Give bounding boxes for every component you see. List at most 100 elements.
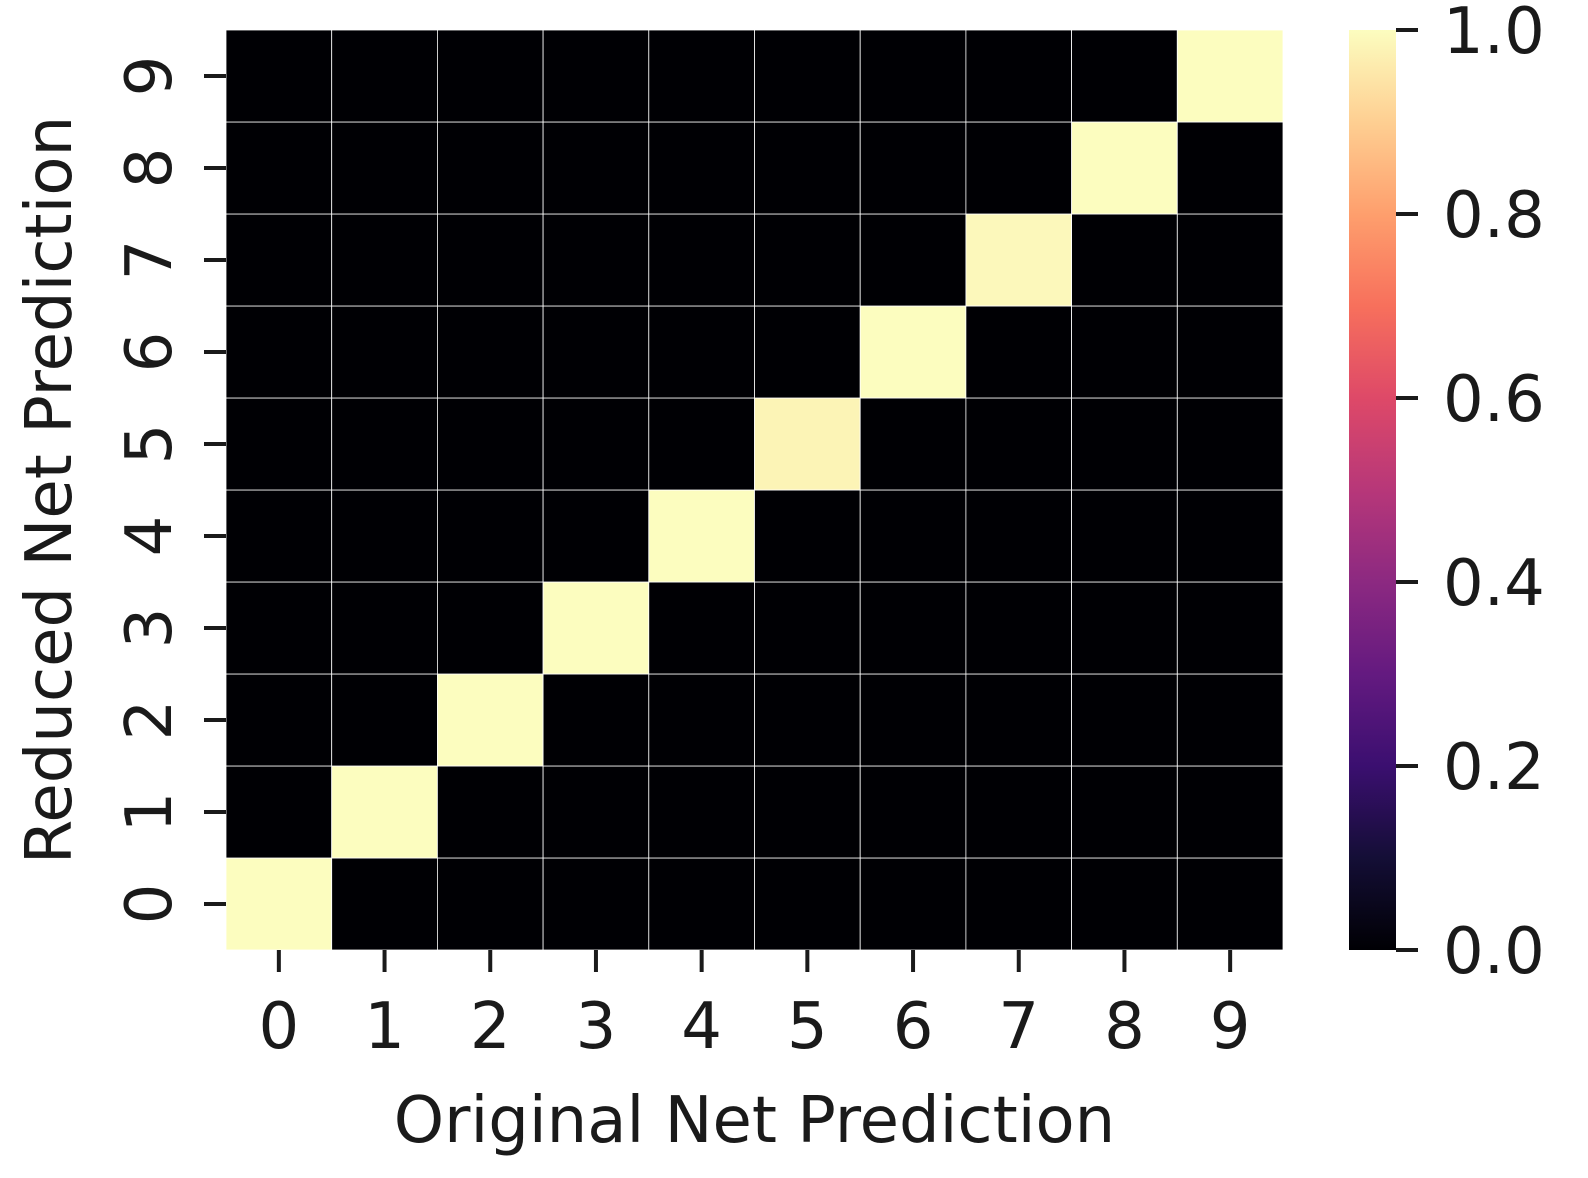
- heatmap-cell-2-3: [542, 673, 650, 767]
- y-tick-label-9: 9: [113, 56, 187, 97]
- y-tick-label-3: 3: [113, 608, 187, 649]
- heatmap-cell-4-0: [225, 489, 333, 583]
- y-tick-label-1: 1: [113, 792, 187, 833]
- heatmap-cell-8-6: [859, 121, 967, 215]
- heatmap-cell-9-2: [436, 29, 544, 123]
- heatmap-cell-9-7: [965, 29, 1073, 123]
- heatmap-cell-4-7: [965, 489, 1073, 583]
- colorbar-tick-label-5: 1.0: [1443, 0, 1545, 69]
- heatmap-cell-2-0: [225, 673, 333, 767]
- heatmap-cell-3-5: [754, 581, 861, 675]
- heatmap-cell-0-3: [542, 857, 650, 951]
- x-tick-label-5: 5: [787, 990, 828, 1064]
- heatmap-cell-9-0: [225, 29, 333, 123]
- heatmap-cell-6-7: [965, 305, 1073, 399]
- heatmap-cell-1-9: [1176, 765, 1284, 859]
- heatmap-cell-6-0: [225, 305, 333, 399]
- x-tick-label-9: 9: [1210, 990, 1251, 1064]
- heatmap-cell-3-0: [225, 581, 333, 675]
- colorbar-tick-label-2: 0.4: [1443, 547, 1545, 621]
- colorbar-tick-label-0: 0.0: [1443, 915, 1545, 989]
- heatmap-cell-7-8: [1071, 213, 1178, 307]
- heatmap-cell-0-8: [1071, 857, 1178, 951]
- heatmap-cell-6-6: [859, 305, 967, 399]
- heatmap-cell-8-8: [1071, 121, 1178, 215]
- heatmap-cell-1-3: [542, 765, 650, 859]
- heatmap-cell-5-4: [648, 397, 755, 491]
- y-axis-ticks: 0 1 2 3 4 5 6 7 8 9: [113, 56, 226, 924]
- heatmap-cell-9-4: [648, 29, 755, 123]
- heatmap-cell-4-6: [859, 489, 967, 583]
- heatmap-cell-5-0: [225, 397, 333, 491]
- heatmap-cell-1-8: [1071, 765, 1178, 859]
- x-tick-label-7: 7: [998, 990, 1039, 1064]
- heatmap-cell-2-2: [436, 673, 544, 767]
- heatmap-cell-6-2: [436, 305, 544, 399]
- heatmap-cell-7-0: [225, 213, 333, 307]
- heatmap-cell-2-6: [859, 673, 967, 767]
- heatmap-cell-0-4: [648, 857, 755, 951]
- colorbar-tick-label-3: 0.6: [1443, 363, 1545, 437]
- colorbar-tick-label-4: 0.8: [1443, 179, 1545, 253]
- heatmap-cell-9-1: [331, 29, 438, 123]
- heatmap-cell-4-3: [542, 489, 650, 583]
- heatmap-cell-0-7: [965, 857, 1073, 951]
- x-axis-label: Original Net Prediction: [394, 1084, 1115, 1158]
- heatmap-cell-4-2: [436, 489, 544, 583]
- heatmap-cell-3-4: [648, 581, 755, 675]
- heatmap-cell-0-2: [436, 857, 544, 951]
- heatmap-cell-9-9: [1176, 29, 1284, 123]
- heatmap-cell-7-3: [542, 213, 650, 307]
- heatmap-cell-8-3: [542, 121, 650, 215]
- y-tick-label-4: 4: [113, 516, 187, 557]
- heatmap-cell-3-3: [542, 581, 650, 675]
- heatmap-cell-5-1: [331, 397, 438, 491]
- heatmap-cell-8-7: [965, 121, 1073, 215]
- x-tick-label-6: 6: [893, 990, 934, 1064]
- heatmap-cell-1-4: [648, 765, 755, 859]
- heatmap-cell-1-2: [436, 765, 544, 859]
- heatmap-cell-7-4: [648, 213, 755, 307]
- heatmap-cell-5-2: [436, 397, 544, 491]
- heatmap-cell-8-4: [648, 121, 755, 215]
- heatmap-cell-8-9: [1176, 121, 1284, 215]
- heatmap-cell-2-5: [754, 673, 861, 767]
- x-tick-label-4: 4: [681, 990, 722, 1064]
- heatmap-cell-9-3: [542, 29, 650, 123]
- heatmap-cell-8-2: [436, 121, 544, 215]
- y-tick-label-5: 5: [113, 424, 187, 465]
- heatmap-cell-7-7: [965, 213, 1073, 307]
- heatmap-cell-7-1: [331, 213, 438, 307]
- heatmap-cell-5-6: [859, 397, 967, 491]
- heatmap-cell-3-8: [1071, 581, 1178, 675]
- heatmap-cell-9-5: [754, 29, 861, 123]
- heatmap-cell-8-1: [331, 121, 438, 215]
- heatmap-cell-2-4: [648, 673, 755, 767]
- heatmap-cell-6-8: [1071, 305, 1178, 399]
- heatmap-cell-6-9: [1176, 305, 1284, 399]
- heatmap-cell-6-1: [331, 305, 438, 399]
- heatmap-cell-7-5: [754, 213, 861, 307]
- heatmap-cell-7-9: [1176, 213, 1284, 307]
- colorbar: [1349, 30, 1396, 950]
- heatmap-cell-3-9: [1176, 581, 1284, 675]
- y-tick-label-2: 2: [113, 700, 187, 741]
- heatmap-cell-1-0: [225, 765, 333, 859]
- heatmap-cell-1-7: [965, 765, 1073, 859]
- heatmap-cell-2-9: [1176, 673, 1284, 767]
- heatmap-cell-8-0: [225, 121, 333, 215]
- heatmap-cell-6-5: [754, 305, 861, 399]
- heatmap-cell-0-1: [331, 857, 438, 951]
- heatmap-cell-1-1: [331, 765, 438, 859]
- heatmap-cell-4-1: [331, 489, 438, 583]
- heatmap-cell-5-3: [542, 397, 650, 491]
- y-tick-label-6: 6: [113, 332, 187, 373]
- heatmap-cell-8-5: [754, 121, 861, 215]
- heatmap-cell-6-4: [648, 305, 755, 399]
- heatmap-cell-2-7: [965, 673, 1073, 767]
- heatmap-cell-3-6: [859, 581, 967, 675]
- heatmap-cell-6-3: [542, 305, 650, 399]
- heatmap-cell-1-5: [754, 765, 861, 859]
- y-tick-label-8: 8: [113, 148, 187, 189]
